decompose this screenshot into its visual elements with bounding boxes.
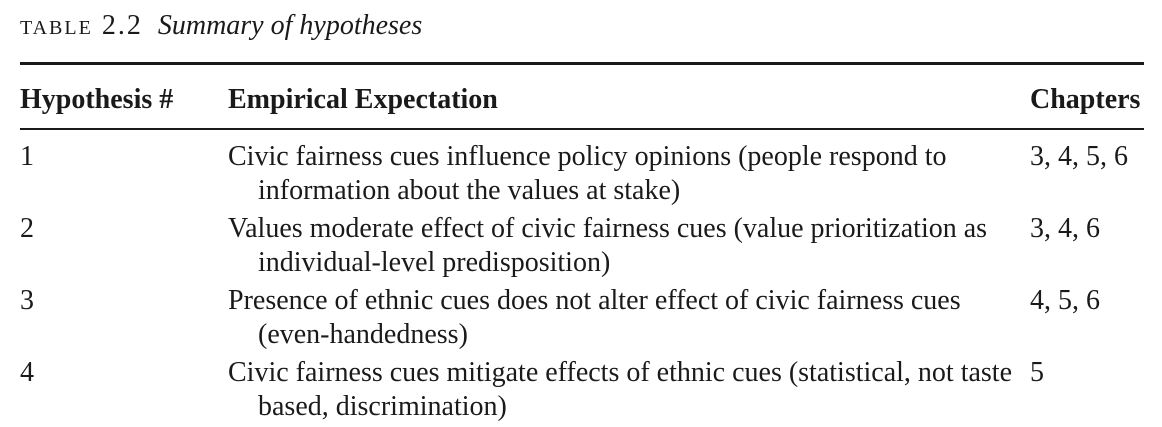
table-title: Summary of hypotheses: [157, 10, 423, 41]
table-caption: TABLE 2.2 Summary of hypotheses: [20, 6, 422, 46]
chapters-list: 4, 5, 6: [1030, 285, 1100, 316]
header-hypothesis: Hypothesis #: [20, 84, 174, 115]
header-chapters: Chapters: [1030, 84, 1141, 115]
chapters-list: 3, 4, 5, 6: [1030, 141, 1128, 172]
top-rule: [20, 62, 1144, 65]
empirical-expectation: Civic fairness cues influence policy opi…: [228, 141, 947, 206]
empirical-expectation: Civic fairness cues mitigate effects of …: [228, 357, 1012, 422]
chapters-list: 3, 4, 6: [1030, 213, 1100, 244]
header-expectation: Empirical Expectation: [228, 84, 498, 115]
header-rule: [20, 128, 1144, 130]
chapters-list: 5: [1030, 357, 1044, 388]
hypothesis-number: 3: [20, 285, 34, 316]
hypothesis-number: 2: [20, 213, 34, 244]
hypothesis-number: 4: [20, 357, 34, 388]
hypothesis-number: 1: [20, 141, 34, 172]
empirical-expectation: Values moderate effect of civic fairness…: [228, 213, 988, 278]
empirical-expectation: Presence of ethnic cues does not alter e…: [228, 285, 961, 350]
table-label: TABLE 2.2: [20, 10, 143, 41]
